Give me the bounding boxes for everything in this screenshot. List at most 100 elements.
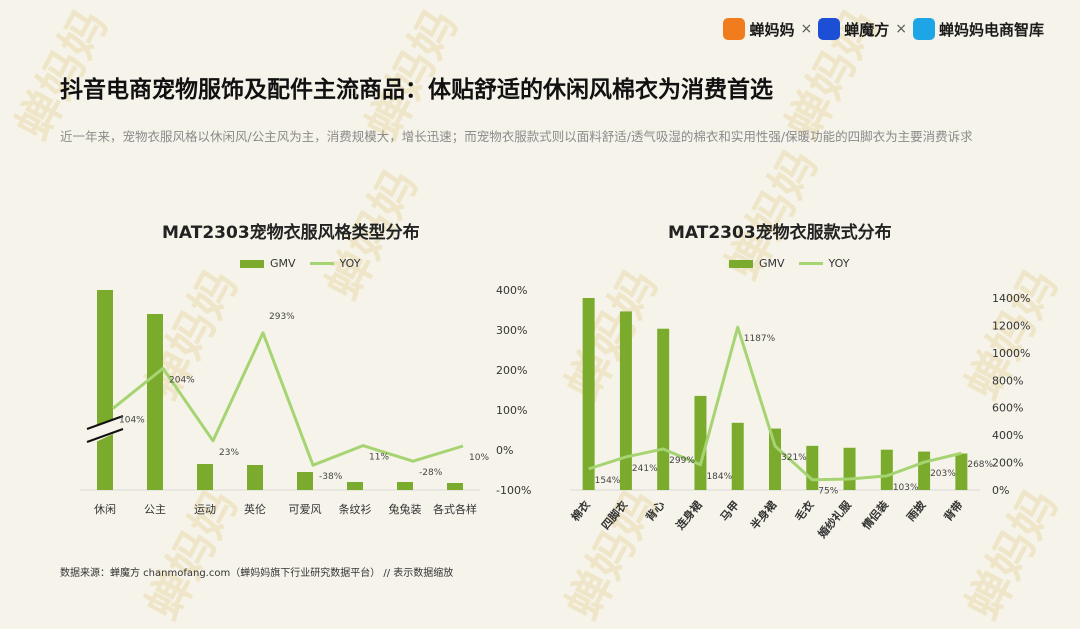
y2-tick-label: 400% <box>496 284 527 297</box>
yoy-data-label: 154% <box>595 476 621 486</box>
y2-tick-label: 200% <box>992 457 1023 470</box>
y2-tick-label: 800% <box>992 374 1023 387</box>
brand-separator: × <box>800 21 813 37</box>
gmv-bar <box>247 465 263 490</box>
yoy-line <box>588 325 962 482</box>
gmv-bar <box>769 428 781 490</box>
x-tick-label: 公主 <box>144 503 166 516</box>
gmv-bar <box>843 447 856 490</box>
yoy-data-label: 268% <box>967 460 993 470</box>
legend-yoy-label: YOY <box>339 257 361 270</box>
x-tick-label: 背带 <box>941 498 966 524</box>
yoy-data-label: 103% <box>893 483 919 493</box>
charts-canvas: 休闲 公主 运动 英伦 可爱风 条纹衫 兔兔装 各式各样 400% 300% 200% 100% 0% -… <box>80 284 1030 541</box>
yoy-data-label: 10% <box>469 453 489 463</box>
yoy-data-label: 1187% <box>744 334 776 344</box>
x-tick-label: 各式各样 <box>433 502 477 516</box>
legend-gmv-label: GMV <box>759 257 785 270</box>
y2-tick-label: 600% <box>992 402 1023 415</box>
y2-tick-label: 0% <box>496 444 513 457</box>
chanmofang-logo: 蝉魔方 <box>818 18 889 40</box>
gmv-bar <box>582 298 595 490</box>
gmv-bar <box>397 482 413 490</box>
yoy-data-label: 293% <box>269 312 295 322</box>
yoy-data-label: 204% <box>169 375 195 385</box>
x-tick-label: 马甲 <box>718 499 742 524</box>
y2-tick-label: -100% <box>496 484 531 497</box>
brand-separator: × <box>895 21 907 37</box>
x-tick-label: 毛衣 <box>792 497 818 524</box>
chanmama-zhiku-logo-icon <box>912 18 935 40</box>
chanmama-logo: 蝉妈妈 <box>723 18 795 40</box>
x-tick-label: 棉衣 <box>568 497 594 524</box>
chanmofang-logo-icon <box>818 18 841 40</box>
break-gap <box>89 417 121 443</box>
chanmama-logo-icon <box>723 18 746 40</box>
yoy-data-label: 23% <box>219 448 239 458</box>
yoy-data-label: 203% <box>930 469 956 479</box>
x-tick-label: 婚纱礼服 <box>815 497 855 540</box>
x-tick-label: 兔兔装 <box>389 502 422 516</box>
x-tick-label: 半身裙 <box>747 498 779 532</box>
gmv-bar <box>197 464 213 490</box>
yoy-data-label: -38% <box>319 472 343 482</box>
yoy-data-label: 241% <box>632 464 658 474</box>
yoy-data-label: -28% <box>419 468 443 478</box>
brand-1-label: 蝉妈妈 <box>749 20 795 39</box>
y2-tick-label: 1200% <box>992 319 1030 332</box>
x-tick-label: 英伦 <box>244 502 266 516</box>
x-tick-label: 背心 <box>643 498 668 524</box>
chart-1-title: MAT2303宠物衣服风格类型分布 <box>162 223 420 243</box>
yoy-data-label: 104% <box>119 415 145 425</box>
yoy-data-label: 184% <box>706 472 732 482</box>
yoy-data-label: 321% <box>781 453 807 463</box>
gmv-bar <box>880 449 893 490</box>
x-tick-label: 运动 <box>194 503 216 516</box>
x-tick-label: 休闲 <box>94 502 116 516</box>
chart-1-legend: GMV YOY <box>240 257 360 270</box>
brand-3-label: 蝉妈妈电商智库 <box>938 20 1044 39</box>
yoy-line <box>112 331 464 467</box>
gmv-bar <box>918 451 931 490</box>
legend-yoy-swatch <box>309 262 334 265</box>
legend-yoy-label: YOY <box>828 257 850 270</box>
x-tick-label: 情侣装 <box>859 498 891 532</box>
break-mark <box>86 428 124 443</box>
gmv-bar <box>619 311 632 490</box>
y2-tick-label: 100% <box>496 404 527 417</box>
brand-logos: 蝉妈妈 × 蝉魔方 × 蝉妈妈电商智库 <box>723 18 1044 40</box>
legend-yoy-swatch <box>798 262 823 265</box>
y2-tick-label: 300% <box>496 324 527 337</box>
chart-2-legend: GMV YOY <box>729 257 849 270</box>
x-tick-label: 雨披 <box>904 497 930 524</box>
gmv-bar <box>806 445 819 490</box>
gmv-bar <box>694 395 707 490</box>
legend-gmv-swatch <box>240 259 264 268</box>
legend-gmv-swatch <box>729 259 753 268</box>
x-tick-label: 连身裙 <box>673 498 705 532</box>
brand-2-label: 蝉魔方 <box>844 20 890 39</box>
gmv-bar <box>657 328 670 490</box>
yoy-data-label: 11% <box>369 453 389 463</box>
y2-tick-label: 1400% <box>992 292 1030 305</box>
gmv-bar <box>447 483 463 490</box>
gmv-bar <box>731 422 744 490</box>
x-tick-label: 四脚衣 <box>598 497 631 532</box>
yoy-data-label: 75% <box>818 487 838 497</box>
yoy-data-label: 299% <box>669 456 695 466</box>
gmv-bar <box>147 314 163 490</box>
data-source-note: 数据来源：蝉魔方 chanmofang.com（蝉妈妈旗下行业研究数据平台） /… <box>60 568 454 579</box>
x-tick-label: 条纹衫 <box>339 502 372 516</box>
y2-tick-label: 1000% <box>992 347 1030 360</box>
gmv-bar <box>97 290 113 490</box>
y2-tick-label: 200% <box>496 364 527 377</box>
y2-tick-label: 0% <box>992 484 1009 497</box>
break-mark <box>86 415 124 430</box>
y2-tick-label: 400% <box>992 429 1023 442</box>
legend-gmv-label: GMV <box>270 257 296 270</box>
gmv-bar <box>955 453 968 490</box>
page-subtitle: 近一年来，宠物衣服风格以休闲风/公主风为主，消费规模大，增长迅速；而宠物衣服款式… <box>60 129 973 144</box>
chanmama-zhiku-logo: 蝉妈妈电商智库 <box>912 18 1044 40</box>
page-title: 抖音电商宠物服饰及配件主流商品：体贴舒适的休闲风棉衣为消费首选 <box>60 77 773 103</box>
gmv-bar <box>297 472 313 490</box>
